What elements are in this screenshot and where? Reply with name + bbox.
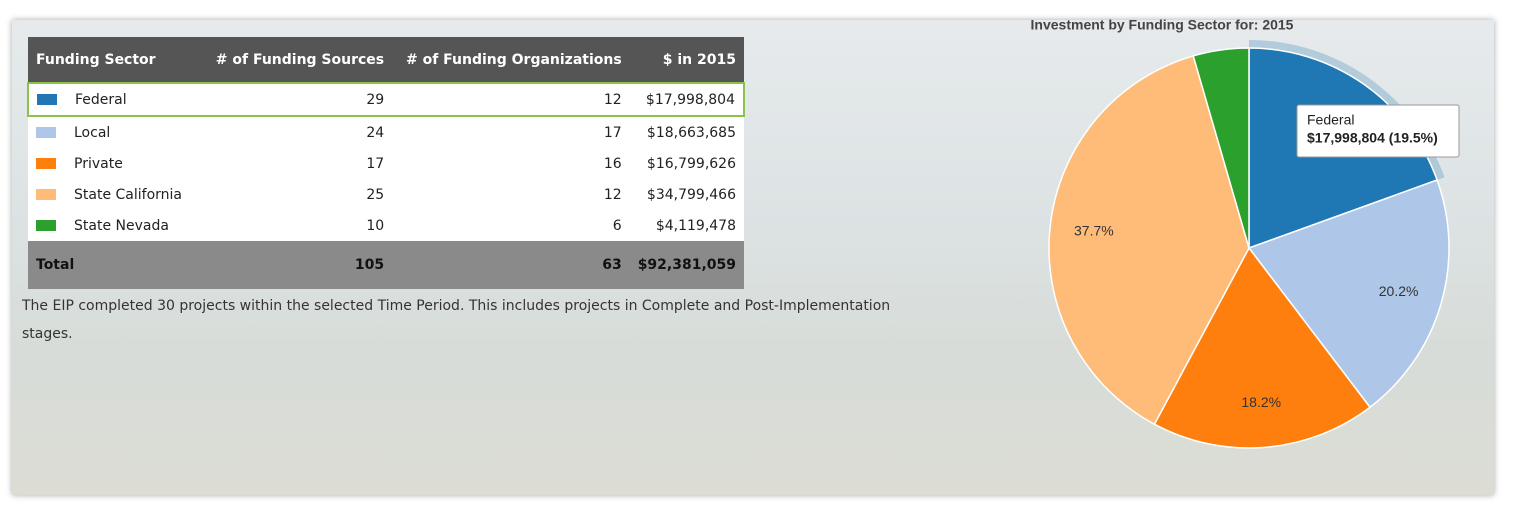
sector-cell: State Nevada xyxy=(28,210,201,241)
sector-name: State California xyxy=(74,186,182,203)
header-cell: Funding Sector xyxy=(28,37,201,83)
header-row: Funding Sector # of Funding Sources # of… xyxy=(28,37,744,83)
swatch xyxy=(36,158,56,169)
swatch xyxy=(36,127,56,138)
table-row: Local 24 17 $18,663,685 xyxy=(28,116,744,148)
value-cell: $17,998,804 xyxy=(629,82,746,117)
sector-name: Total xyxy=(36,257,75,273)
header-cell: # of Funding Organizations xyxy=(392,37,630,83)
sector-cell: Local xyxy=(28,116,201,148)
table-row: Private 17 16 $16,799,626 xyxy=(28,148,744,179)
tooltip-value: $17,998,804 (19.5%) xyxy=(1307,130,1438,146)
sector-name: Private xyxy=(74,155,123,172)
pie-slice xyxy=(1247,179,1450,409)
value-cell: 29 xyxy=(200,82,393,117)
value-cell: $16,799,626 xyxy=(629,148,744,179)
swatch xyxy=(36,220,56,231)
sector-name: Federal xyxy=(75,91,127,108)
value-cell: 24 xyxy=(200,116,393,148)
sector-cell: Total xyxy=(28,241,201,289)
value-cell: $18,663,685 xyxy=(629,116,744,148)
sector-name: Local xyxy=(74,124,111,141)
slice-label: 37.7% xyxy=(1074,222,1114,238)
chart-title: Investment by Funding Sector for: 2015 xyxy=(1031,17,1294,33)
value-cell: 10 xyxy=(200,210,393,241)
sector-name: State Nevada xyxy=(74,217,169,234)
pie-slice xyxy=(1192,47,1250,249)
swatch xyxy=(36,189,56,200)
value-cell: $4,119,478 xyxy=(629,210,744,241)
value-cell: 12 xyxy=(392,179,630,210)
pie-slice xyxy=(1048,54,1250,426)
funding-table: Funding Sector # of Funding Sources # of… xyxy=(27,37,746,289)
table-row: Federal 29 12 $17,998,804 xyxy=(27,82,746,117)
sector-cell: State California xyxy=(28,179,201,210)
swatch xyxy=(37,94,57,105)
value-cell: 16 xyxy=(392,148,630,179)
value-cell: $34,799,466 xyxy=(629,179,744,210)
pie-slice xyxy=(1153,246,1372,449)
table-row: State California 25 12 $34,799,466 xyxy=(28,179,744,210)
value-cell: $92,381,059 xyxy=(629,241,744,289)
tooltip-box xyxy=(1296,104,1460,158)
table-row: Total 105 63 $92,381,059 xyxy=(28,241,744,289)
value-cell: 12 xyxy=(392,82,630,117)
sector-cell: Federal xyxy=(27,82,201,117)
note: The EIP completed 30 projects within the… xyxy=(22,298,891,342)
header-cell: # of Funding Sources xyxy=(200,37,393,83)
slice-label: 20.2% xyxy=(1379,283,1419,299)
sector-cell: Private xyxy=(28,148,201,179)
value-cell: 105 xyxy=(200,241,393,289)
tooltip-title: Federal xyxy=(1307,112,1354,128)
value-cell: 25 xyxy=(200,179,393,210)
value-cell: 17 xyxy=(392,116,630,148)
value-cell: 63 xyxy=(392,241,630,289)
tooltip: Federal $17,998,804 (19.5%) xyxy=(1296,104,1460,158)
value-cell: 6 xyxy=(392,210,630,241)
table-body: Federal 29 12 $17,998,804 Local 24 17 $18,663,6… xyxy=(27,82,746,289)
value-cell: 17 xyxy=(200,148,393,179)
table-row: State Nevada 10 6 $4,119,478 xyxy=(28,210,744,241)
slice-label: 18.2% xyxy=(1241,394,1281,410)
header-cell: $ in 2015 xyxy=(629,37,744,83)
